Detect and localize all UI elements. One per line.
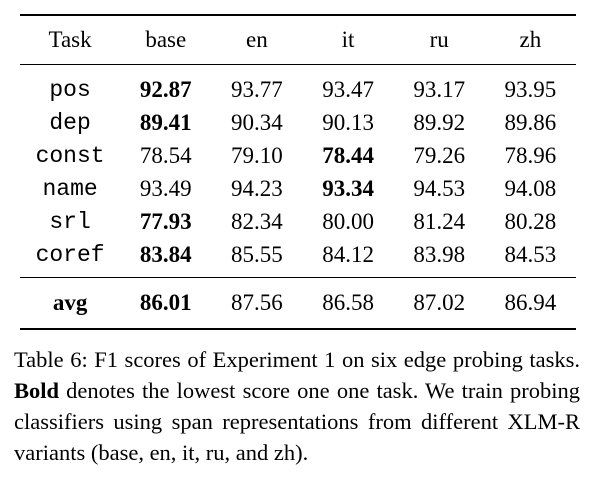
results-table: Task base en it ru zh pos 92.87 93.77 93.47… (20, 14, 576, 330)
score-cell: 78.54 (139, 142, 192, 168)
score-cell: 83.84 (139, 241, 192, 267)
header-it: it (341, 27, 355, 52)
caption-text-2: denotes the lowest score one one task. W… (14, 378, 580, 465)
avg-cell: 86.01 (139, 290, 192, 315)
results-table-container: Task base en it ru zh pos 92.87 93.77 93.47… (20, 14, 576, 330)
score-cell: 84.12 (322, 241, 374, 267)
table-caption: Table 6: F1 scores of Experiment 1 on si… (14, 344, 580, 468)
score-cell: 79.26 (413, 142, 466, 168)
task-label: dep (49, 109, 91, 136)
score-cell: 93.49 (139, 175, 192, 201)
avg-cell: 86.58 (322, 290, 374, 315)
task-label: pos (49, 76, 91, 103)
header-ru: ru (429, 27, 449, 52)
header-base: base (145, 27, 187, 52)
avg-cell: 86.94 (504, 290, 557, 315)
score-cell: 80.00 (322, 208, 374, 234)
score-cell: 89.86 (504, 109, 557, 135)
score-cell: 93.17 (413, 76, 466, 102)
score-cell: 94.08 (504, 175, 557, 201)
avg-cell: 87.56 (231, 290, 283, 315)
score-cell: 81.24 (413, 208, 466, 234)
table-row: name 93.49 94.23 93.34 94.53 94.08 (20, 172, 576, 205)
task-label: name (42, 175, 98, 202)
avg-cell: 87.02 (413, 290, 466, 315)
task-label: coref (35, 241, 105, 268)
score-cell: 83.98 (413, 241, 466, 267)
table-row: const 78.54 79.10 78.44 79.26 78.96 (20, 139, 576, 172)
score-cell: 94.23 (231, 175, 283, 201)
table-row: dep 89.41 90.34 90.13 89.92 89.86 (20, 106, 576, 139)
header-task: Task (48, 27, 92, 52)
score-cell: 85.55 (231, 241, 283, 267)
score-cell: 93.95 (504, 76, 557, 102)
score-cell: 94.53 (413, 175, 466, 201)
score-cell: 93.34 (322, 175, 374, 201)
score-cell: 93.47 (322, 76, 374, 102)
table-row: srl 77.93 82.34 80.00 81.24 80.28 (20, 205, 576, 238)
score-cell: 90.34 (231, 109, 283, 135)
score-cell: 89.92 (413, 109, 466, 135)
header-zh: zh (519, 27, 542, 52)
score-cell: 90.13 (322, 109, 374, 135)
table-header: Task base en it ru zh (20, 15, 576, 65)
table-row: coref 83.84 85.55 84.12 83.98 84.53 (20, 238, 576, 278)
score-cell: 78.44 (322, 142, 374, 168)
header-en: en (246, 27, 268, 52)
score-cell: 93.77 (231, 76, 283, 102)
table-avg-section: avg 86.01 87.56 86.58 87.02 86.94 (20, 277, 576, 329)
score-cell: 89.41 (139, 109, 192, 135)
table-body: pos 92.87 93.77 93.47 93.17 93.95 dep 89.41 90.3… (20, 65, 576, 278)
score-cell: 77.93 (139, 208, 192, 234)
score-cell: 92.87 (139, 76, 192, 102)
table-row: pos 92.87 93.77 93.47 93.17 93.95 (20, 65, 576, 107)
task-label: const (35, 142, 105, 169)
caption-text-1: Table 6: F1 scores of Experiment 1 on si… (14, 347, 580, 372)
score-cell: 78.96 (504, 142, 557, 168)
score-cell: 80.28 (504, 208, 557, 234)
score-cell: 79.10 (231, 142, 283, 168)
task-label: srl (49, 208, 91, 235)
score-cell: 84.53 (504, 241, 557, 267)
avg-row: avg 86.01 87.56 86.58 87.02 86.94 (20, 277, 576, 329)
avg-task-label: avg (52, 290, 88, 315)
score-cell: 82.34 (231, 208, 283, 234)
caption-bold-word: Bold (14, 378, 60, 403)
